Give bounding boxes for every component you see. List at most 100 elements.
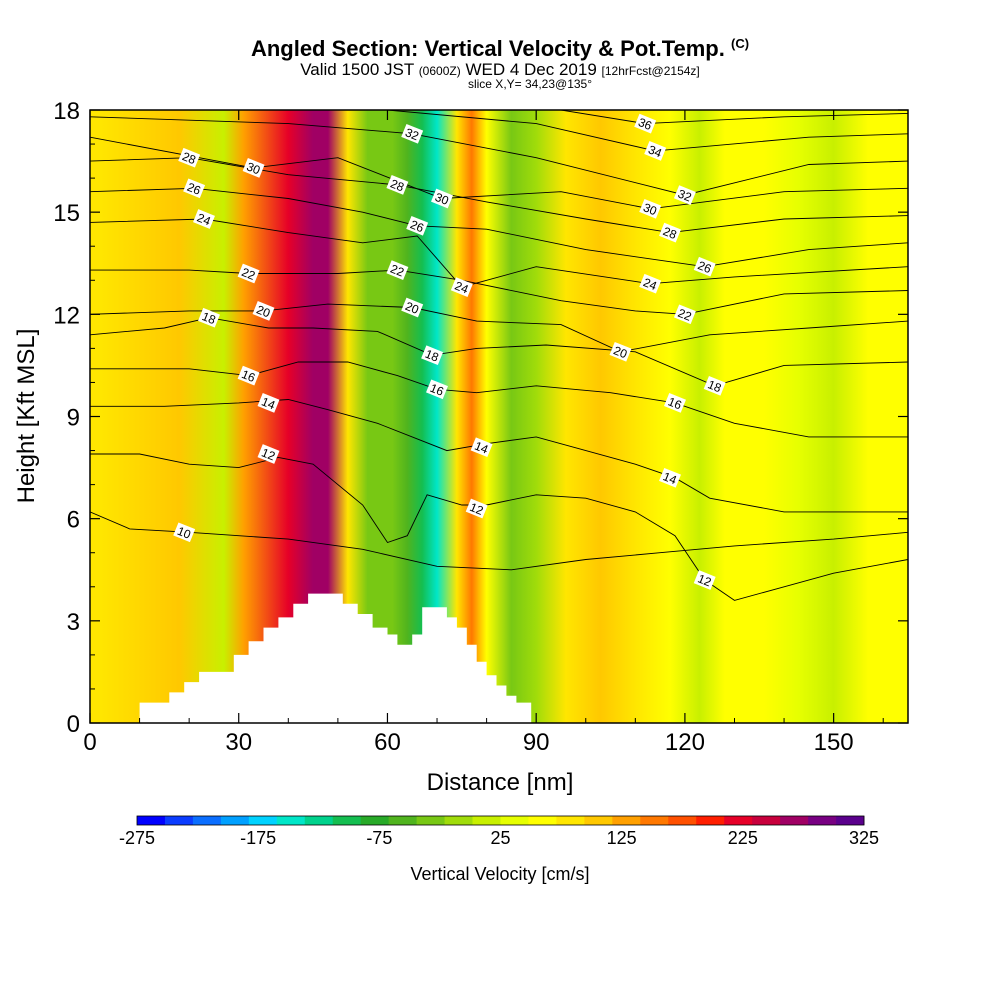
theta-label-text: 20 [254, 302, 272, 320]
colorbar-swatch [808, 816, 837, 825]
theta-contour-24 [90, 218, 908, 288]
colorbar-swatch [640, 816, 669, 825]
theta-label: 28 [386, 175, 409, 195]
theta-label-text: 16 [666, 394, 684, 412]
colorbar-swatch [164, 816, 194, 825]
colorbar-tick-label: 325 [849, 828, 879, 848]
theta-label: 28 [659, 222, 681, 243]
colorbar-tick-label: 225 [728, 828, 758, 848]
theta-label-text: 20 [611, 343, 629, 361]
theta-label: 22 [673, 304, 696, 325]
valid-b: (0600Z) [418, 64, 461, 78]
colorbar-swatch [220, 816, 250, 825]
theta-label-text: 22 [388, 262, 406, 280]
theta-label: 32 [401, 123, 424, 144]
colorbar-swatch [248, 816, 278, 825]
valid-d: [12hrFcst@2154z] [601, 64, 700, 78]
colorbar-swatch [668, 816, 697, 825]
colorbar-swatch [360, 816, 390, 825]
colorbar-label: Vertical Velocity [cm/s] [410, 864, 589, 884]
theta-label: 12 [257, 444, 280, 464]
theta-label-text: 30 [641, 200, 659, 218]
theta-label-text: 16 [428, 381, 446, 399]
theta-label: 34 [644, 141, 667, 161]
theta-label-text: 26 [185, 180, 203, 198]
theta-label: 18 [703, 375, 726, 396]
colorbar-tick-label: -175 [240, 828, 276, 848]
theta-label: 32 [673, 185, 696, 205]
theta-label-text: 16 [240, 367, 258, 385]
theta-contour-36 [560, 110, 908, 125]
theta-contour-20 [90, 303, 908, 353]
theta-contour-26 [90, 187, 908, 268]
theta-label: 16 [426, 379, 448, 400]
colorbar-swatch [137, 816, 166, 825]
colorbar-swatch [584, 816, 613, 825]
slice-info: slice X,Y= 34,23@135° [467, 77, 593, 91]
x-axis-label: Distance [nm] [427, 769, 574, 796]
theta-label-text: 12 [468, 500, 486, 518]
colorbar-tick-label: 125 [607, 828, 637, 848]
theta-label: 24 [639, 273, 662, 294]
colorbar-swatch [388, 816, 418, 825]
theta-label-text: 18 [706, 377, 724, 395]
theta-label-text: 20 [403, 299, 421, 317]
theta-label: 22 [237, 263, 260, 284]
theta-label-text: 30 [433, 190, 451, 208]
colorbar: -275 -175 -75 25 125 225 325 [119, 815, 879, 848]
theta-label: 20 [401, 297, 424, 318]
theta-label-text: 14 [661, 469, 679, 487]
x-tick-label: 60 [374, 729, 401, 756]
colorbar-swatch [556, 816, 585, 825]
colorbar-swatch [416, 816, 445, 825]
valid-a: Valid 1500 JST [300, 60, 414, 79]
x-tick-label: 150 [814, 729, 854, 756]
velocity-field [90, 110, 908, 723]
theta-label-text: 28 [661, 224, 679, 242]
theta-contour-12 [90, 453, 908, 601]
valid-c: WED 4 Dec 2019 [465, 60, 597, 79]
theta-label-text: 26 [696, 258, 714, 276]
theta-label: 14 [659, 467, 681, 488]
x-tick-label: 30 [225, 729, 252, 756]
theta-label: 16 [237, 365, 260, 386]
colorbar-swatch [528, 816, 557, 825]
theta-label-text: 12 [259, 445, 277, 463]
theta-label: 30 [639, 198, 662, 219]
colorbar-swatch [724, 816, 753, 825]
theta-contour-30 [90, 136, 908, 210]
theta-label: 14 [470, 437, 493, 458]
terrain [139, 593, 532, 723]
theta-contour-28 [90, 157, 908, 234]
theta-label-text: 14 [259, 394, 277, 412]
theta-label: 12 [465, 498, 488, 519]
theta-label-text: 10 [175, 524, 193, 542]
theta-label: 20 [252, 301, 275, 321]
theta-label: 10 [173, 522, 196, 543]
theta-label: 26 [406, 215, 429, 236]
colorbar-swatch [192, 816, 222, 825]
theta-label-text: 32 [403, 125, 421, 143]
theta-label-text: 30 [245, 159, 263, 177]
y-tick-label: 3 [67, 609, 80, 636]
theta-label: 12 [693, 570, 716, 590]
y-axis-label: Height [Kft MSL] [13, 329, 40, 504]
theta-label-text: 36 [636, 115, 654, 133]
theta-label: 18 [198, 307, 220, 328]
theta-label: 26 [693, 256, 716, 277]
theta-label: 26 [183, 178, 206, 199]
theta-label-text: 24 [453, 279, 471, 297]
title-main: Angled Section: Vertical Velocity & Pot.… [250, 36, 725, 61]
colorbar-swatch [444, 816, 473, 825]
colorbar-tick-label: -75 [366, 828, 392, 848]
colorbar-swatch [696, 816, 725, 825]
colorbar-swatch [332, 816, 362, 825]
theta-label: 18 [421, 345, 444, 366]
colorbar-tick-label: 25 [490, 828, 510, 848]
y-tick-label: 15 [53, 200, 80, 227]
y-tick-label: 12 [53, 302, 80, 329]
theta-label: 24 [450, 277, 473, 297]
theta-label-text: 26 [408, 217, 426, 235]
